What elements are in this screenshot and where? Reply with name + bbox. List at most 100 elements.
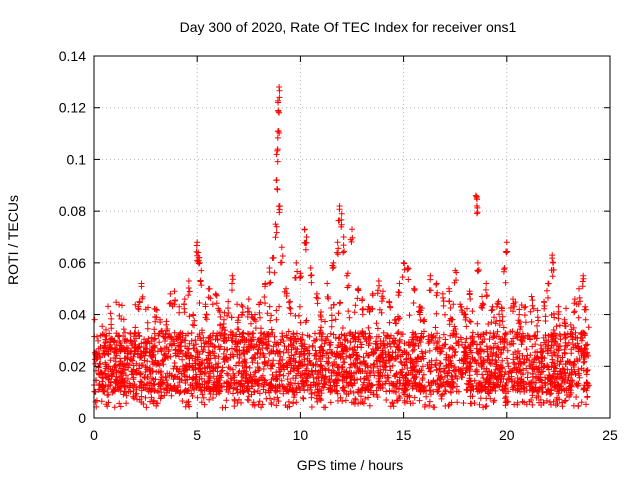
data-point xyxy=(307,272,314,279)
data-point xyxy=(334,390,341,397)
data-point xyxy=(487,386,494,393)
data-point xyxy=(120,378,127,385)
data-point xyxy=(332,376,339,383)
data-point xyxy=(406,342,413,349)
data-point xyxy=(188,352,195,359)
data-point xyxy=(168,392,175,399)
data-point xyxy=(390,382,397,389)
data-point xyxy=(530,305,537,312)
data-point xyxy=(273,229,280,236)
data-point xyxy=(215,378,221,385)
data-point xyxy=(186,360,193,367)
data-point xyxy=(578,365,585,372)
data-point xyxy=(365,335,372,341)
data-point xyxy=(314,300,321,307)
data-point xyxy=(409,341,416,348)
data-point xyxy=(203,311,210,318)
data-point xyxy=(245,296,252,303)
data-point xyxy=(171,288,178,295)
data-point xyxy=(562,335,569,342)
data-point xyxy=(463,335,470,342)
data-point xyxy=(528,379,534,386)
data-point xyxy=(235,338,242,345)
data-point xyxy=(578,337,585,344)
data-point xyxy=(122,336,129,343)
data-point xyxy=(317,362,324,369)
data-point xyxy=(378,309,385,316)
data-point xyxy=(142,369,149,375)
data-point xyxy=(217,322,224,329)
data-point xyxy=(411,380,418,387)
data-point xyxy=(514,329,521,336)
data-point xyxy=(343,272,350,279)
data-point xyxy=(529,358,535,365)
data-point xyxy=(299,394,306,401)
data-point xyxy=(394,330,401,337)
data-point xyxy=(124,375,131,382)
data-point xyxy=(301,350,308,357)
data-point xyxy=(419,377,426,383)
data-point xyxy=(186,340,193,347)
data-point xyxy=(137,370,144,377)
data-point xyxy=(575,380,582,387)
data-point xyxy=(299,370,306,376)
data-point xyxy=(217,343,224,350)
data-point xyxy=(359,329,366,336)
data-point xyxy=(468,400,475,407)
data-point xyxy=(396,280,403,287)
data-point xyxy=(500,324,507,331)
data-point xyxy=(167,290,174,297)
data-point xyxy=(342,397,349,404)
data-point xyxy=(213,375,220,382)
data-point xyxy=(488,345,495,352)
data-point xyxy=(104,403,111,410)
chart-title: Day 300 of 2020, Rate Of TEC Index for r… xyxy=(180,19,517,35)
data-point xyxy=(290,375,297,382)
data-point xyxy=(347,354,354,360)
data-point xyxy=(264,341,271,348)
data-point xyxy=(373,320,380,327)
data-point xyxy=(350,351,357,358)
data-point xyxy=(271,333,278,340)
data-point xyxy=(564,330,571,337)
data-point xyxy=(303,234,310,240)
data-point xyxy=(130,393,136,400)
data-point xyxy=(113,342,120,348)
data-point xyxy=(474,267,481,274)
data-point xyxy=(149,347,156,354)
data-point xyxy=(415,343,422,349)
data-point xyxy=(102,339,109,346)
y-tick-label: 0.08 xyxy=(59,203,86,219)
data-point xyxy=(502,330,509,337)
data-point xyxy=(472,368,479,375)
data-point xyxy=(302,239,309,246)
data-point xyxy=(141,336,148,343)
data-point xyxy=(521,359,528,366)
data-point xyxy=(362,368,369,375)
data-point xyxy=(213,385,220,392)
data-point xyxy=(235,326,242,333)
data-point xyxy=(313,336,320,343)
data-point xyxy=(321,381,328,388)
data-point xyxy=(94,333,100,340)
data-point xyxy=(258,404,265,411)
data-point xyxy=(354,286,361,293)
data-point xyxy=(129,357,136,364)
data-point xyxy=(408,378,415,385)
data-point xyxy=(298,342,305,349)
data-point xyxy=(435,383,442,390)
data-point xyxy=(425,379,432,386)
data-point xyxy=(450,301,457,308)
data-point xyxy=(156,339,163,346)
data-point xyxy=(185,346,192,353)
data-point xyxy=(383,397,390,403)
data-point xyxy=(185,330,191,337)
data-point xyxy=(507,304,514,311)
data-point xyxy=(234,301,241,308)
data-point xyxy=(575,301,582,308)
data-point xyxy=(228,314,235,321)
data-point xyxy=(276,130,283,136)
data-point xyxy=(136,332,142,339)
data-point xyxy=(523,365,530,372)
data-point xyxy=(451,323,458,330)
